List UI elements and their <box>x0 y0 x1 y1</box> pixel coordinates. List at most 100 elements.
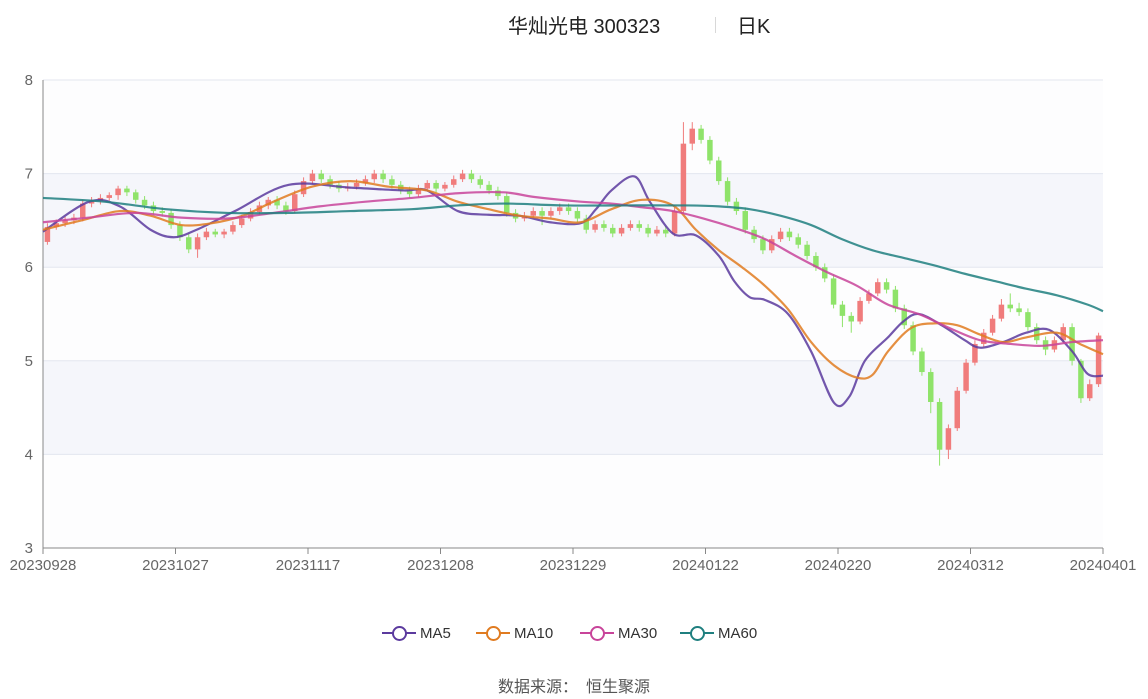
x-tick-label: 20240122 <box>672 557 739 574</box>
candle <box>963 358 969 394</box>
candle-body <box>186 237 192 250</box>
candle-body <box>274 199 280 206</box>
candle-body <box>433 182 439 189</box>
y-axis-ticks: 3 4 5 6 7 8 <box>25 72 33 557</box>
legend-ma60-marker <box>690 626 705 641</box>
candle <box>804 240 810 260</box>
candle-body <box>892 289 899 309</box>
data-source: 数据来源： 恒生聚源 <box>0 673 1148 697</box>
x-tick-label: 20240401 <box>1070 557 1137 574</box>
candle <box>1087 379 1093 402</box>
legend-item-ma30[interactable]: MA30 <box>580 622 657 644</box>
candle <box>875 278 881 297</box>
candle-body <box>300 181 307 195</box>
x-tick-label: 20231229 <box>540 557 607 574</box>
candle <box>1095 332 1102 388</box>
candle-body <box>133 192 139 200</box>
candle-body <box>1095 335 1102 385</box>
legend-item-ma60[interactable]: MA60 <box>680 622 757 644</box>
candle-body <box>415 188 422 195</box>
y-tick-label: 7 <box>25 166 33 183</box>
candle-body <box>283 205 289 212</box>
candle-body <box>62 220 68 224</box>
candle <box>309 169 316 184</box>
candle <box>769 235 775 254</box>
candle-body <box>795 237 801 245</box>
candle-body <box>998 304 1005 319</box>
candle-body <box>495 190 501 197</box>
candle <box>539 207 545 226</box>
legend: MA5 MA10 MA30 MA60 <box>0 622 1148 644</box>
candle-body <box>177 225 183 238</box>
candle <box>636 220 642 232</box>
candle-body <box>866 293 872 301</box>
candle-body <box>106 195 112 198</box>
legend-ma30-marker <box>590 626 605 641</box>
candle-body <box>769 239 775 251</box>
legend-ma10-label: MA10 <box>514 624 554 642</box>
candle <box>698 124 704 144</box>
legend-ma60-label: MA60 <box>718 624 758 642</box>
candle-body <box>1007 304 1013 309</box>
candle <box>716 156 722 185</box>
candle-body <box>1034 327 1040 341</box>
candle-body <box>265 199 271 206</box>
candle-body <box>724 181 731 202</box>
candle-body <box>689 128 695 144</box>
candle <box>106 192 112 201</box>
candle-body <box>1016 308 1022 313</box>
candle-body <box>645 227 651 234</box>
candle <box>830 274 837 309</box>
band-3 <box>43 454 1103 548</box>
candle <box>981 328 987 347</box>
candle <box>989 314 996 336</box>
y-tick-label: 6 <box>25 259 33 276</box>
candle <box>1016 302 1022 316</box>
legend-item-ma5[interactable]: MA5 <box>382 622 451 644</box>
candle <box>742 207 748 234</box>
candle-body <box>212 231 218 235</box>
candle-body <box>353 182 360 187</box>
candle <box>221 228 227 239</box>
candle-body <box>565 207 572 212</box>
candle <box>848 312 854 333</box>
candle <box>574 207 581 223</box>
candle-body <box>733 201 740 212</box>
series-line-ma60 <box>42 196 1104 313</box>
candle <box>274 196 280 210</box>
legend-item-ma10[interactable]: MA10 <box>476 622 553 644</box>
candle-body <box>530 211 536 216</box>
background-bands <box>43 80 1103 548</box>
candle <box>610 224 616 238</box>
candle <box>645 224 651 238</box>
candle-body <box>1025 312 1031 328</box>
candle-body <box>760 239 766 251</box>
candle-body <box>468 173 475 180</box>
candle-body <box>654 229 660 234</box>
candle <box>813 252 819 271</box>
legend-ma5-marker <box>392 626 407 641</box>
candle-body <box>901 308 907 326</box>
x-tick-label: 20231208 <box>407 557 474 574</box>
candle <box>318 169 324 183</box>
candle <box>451 175 457 188</box>
candle-body <box>1069 327 1075 361</box>
candle <box>194 233 201 258</box>
band-7 <box>43 80 1103 174</box>
candle-body <box>477 179 483 185</box>
candle-body <box>221 231 227 235</box>
candle-body <box>486 184 492 191</box>
candle <box>442 182 448 192</box>
y-tick-label: 8 <box>25 72 33 89</box>
candle <box>618 224 625 237</box>
candle-body <box>830 278 837 305</box>
candle-body <box>919 351 925 373</box>
candle <box>186 233 192 254</box>
candle <box>627 220 634 231</box>
x-axis-ticks: 20230928 20231027 20231117 20231208 20231229… <box>10 548 1137 574</box>
moving-average-lines <box>42 175 1104 408</box>
candle <box>88 197 95 208</box>
candle <box>707 136 713 165</box>
candle <box>362 175 369 186</box>
